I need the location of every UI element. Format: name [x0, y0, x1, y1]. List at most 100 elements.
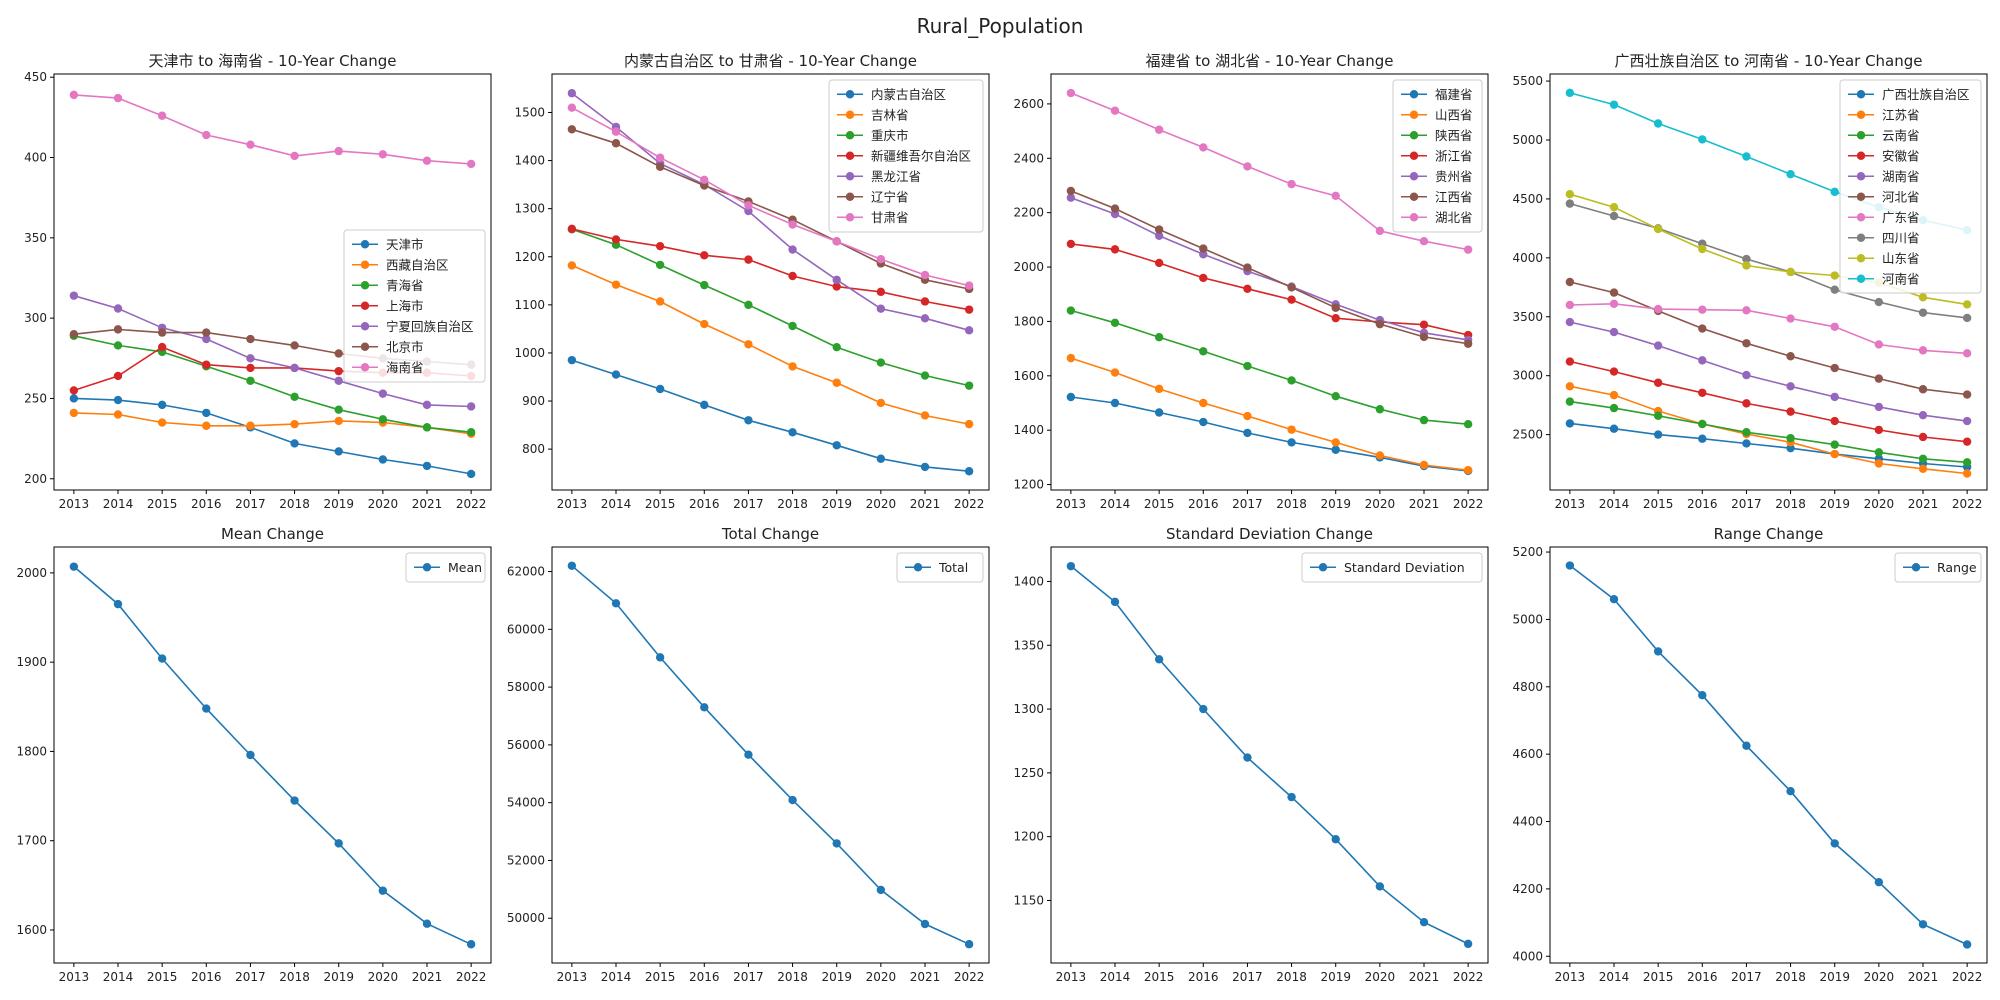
data-point: [1287, 179, 1296, 189]
data-point: [1375, 226, 1385, 236]
y-tick-label: 4600: [1512, 747, 1543, 761]
x-tick-label: 2021: [412, 497, 443, 511]
legend-marker: [1409, 151, 1419, 160]
legend-marker: [1856, 274, 1866, 283]
axes-title: 广西壮族自治区 to 河南省 - 10-Year Change: [1615, 52, 1923, 70]
data-point: [1154, 384, 1164, 394]
data-point: [157, 342, 167, 352]
data-point: [1565, 277, 1575, 287]
data-point: [113, 599, 123, 609]
data-point: [334, 349, 343, 358]
y-tick-label: 1400: [514, 154, 545, 168]
legend: Range: [1894, 552, 1982, 583]
data-point: [1786, 352, 1795, 361]
y-tick-label: 1400: [1013, 423, 1044, 437]
data-point: [655, 153, 665, 162]
data-point: [1653, 647, 1663, 656]
subplot-6: Total Change 2013 2014 2015 2016 2017 2018 2019…: [507, 525, 990, 984]
data-point: [1609, 288, 1619, 297]
legend-label: 浙江省: [1435, 148, 1473, 163]
legend-marker: [1409, 213, 1419, 222]
data-point: [744, 340, 753, 349]
data-point: [1698, 388, 1707, 397]
data-point: [1243, 411, 1252, 421]
x-tick-label: 2013: [1056, 497, 1087, 511]
series-line-1: [571, 359, 970, 472]
legend-label: 海南省: [386, 360, 424, 375]
legend-marker: [1856, 233, 1866, 242]
data-point: [1565, 88, 1575, 98]
subplot-3: 福建省 to 湖北省 - 10-Year Change 2013 2014 2015 2…: [1013, 52, 1489, 511]
y-tick-label: 1800: [16, 744, 47, 758]
data-point: [1962, 458, 1972, 467]
data-point: [1698, 356, 1707, 365]
data-point: [1918, 410, 1928, 420]
legend-label: 广东省: [1882, 210, 1920, 225]
data-point: [1199, 704, 1208, 714]
series-line-6: [1070, 190, 1469, 345]
x-tick-label: 2015: [1643, 497, 1674, 511]
y-tick-label: 3000: [1512, 369, 1543, 383]
y-tick-label: 1350: [1013, 638, 1044, 652]
data-point: [1375, 405, 1385, 414]
data-point: [655, 384, 665, 394]
data-point: [700, 319, 709, 329]
legend-marker: [1409, 131, 1419, 140]
data-point: [832, 342, 841, 352]
data-point: [290, 796, 299, 805]
data-point: [1653, 341, 1663, 350]
x-tick-label: 2018: [279, 970, 310, 984]
data-point: [1698, 434, 1707, 443]
x-tick-label: 2014: [1100, 497, 1131, 511]
data-point: [422, 461, 432, 471]
x-tick-label: 2014: [103, 970, 134, 984]
y-tick-label: 450: [24, 70, 47, 84]
axes-title: 内蒙古自治区 to 甘肃省 - 10-Year Change: [624, 52, 917, 70]
data-point: [1653, 411, 1663, 420]
y-tick-label: 1700: [16, 834, 47, 848]
data-point: [1830, 285, 1839, 294]
x-tick-label: 2018: [279, 497, 310, 511]
legend-marker: [1911, 563, 1921, 572]
series-line-7: [1070, 92, 1469, 251]
data-point: [1110, 398, 1120, 408]
legend-label: 贵州省: [1435, 169, 1473, 184]
axes-title: Total Change: [721, 525, 819, 543]
legend-label: 湖北省: [1435, 210, 1473, 225]
series-line-1: [73, 565, 472, 946]
y-tick-label: 2400: [1013, 151, 1044, 165]
data-point: [378, 886, 388, 895]
data-point: [964, 419, 974, 429]
y-tick-label: 52000: [507, 853, 545, 867]
legend-marker: [1856, 254, 1866, 263]
x-tick-label: 2019: [1819, 497, 1850, 511]
data-point: [1830, 839, 1839, 848]
y-tick-label: 800: [522, 442, 545, 456]
subplot-8: Range Change 2013 2014 2015 2016 2017 2018 2019…: [1512, 525, 1988, 984]
data-point: [1742, 741, 1751, 750]
data-point: [832, 282, 841, 291]
legend-marker: [1409, 90, 1419, 99]
y-tick-label: 1100: [514, 298, 545, 312]
data-point: [1786, 169, 1795, 179]
data-point: [334, 839, 343, 848]
x-tick-label: 2014: [601, 970, 632, 984]
legend-label: 青海省: [386, 278, 424, 293]
data-point: [788, 321, 797, 331]
data-point: [611, 139, 621, 148]
data-point: [1609, 202, 1619, 212]
data-point: [1287, 438, 1296, 447]
x-tick-label: 2013: [557, 970, 588, 984]
data-point: [1918, 454, 1928, 463]
data-point: [876, 287, 886, 297]
data-point: [1154, 225, 1164, 234]
data-point: [964, 381, 974, 390]
y-tick-label: 4000: [1512, 251, 1543, 265]
x-tick-label: 2018: [777, 970, 808, 984]
data-point: [113, 341, 123, 350]
series-line-8: [1569, 202, 1968, 319]
data-point: [832, 441, 841, 450]
data-point: [1609, 100, 1619, 109]
data-point: [920, 270, 930, 280]
